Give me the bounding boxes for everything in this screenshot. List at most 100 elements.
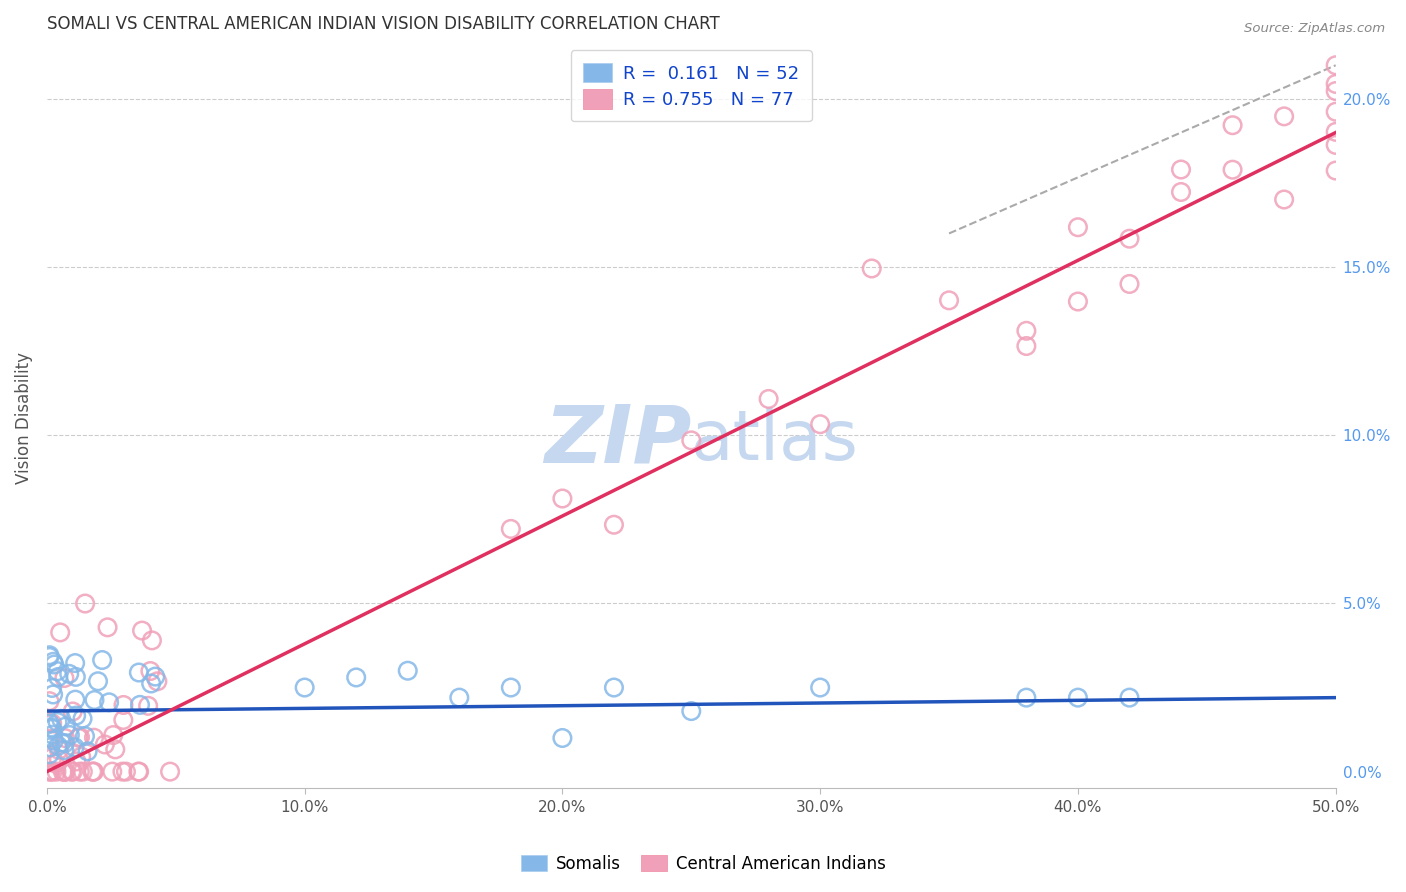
Point <box>129 698 152 712</box>
Point <box>139 664 162 678</box>
Point <box>1118 277 1140 291</box>
Point <box>39 764 62 779</box>
Point <box>143 670 166 684</box>
Point <box>681 704 703 718</box>
Point <box>141 676 163 690</box>
Point <box>141 633 163 648</box>
Point <box>603 517 626 532</box>
Point <box>808 417 831 432</box>
Point <box>63 740 86 755</box>
Point <box>44 756 66 771</box>
Point <box>62 705 84 719</box>
Point <box>45 764 67 779</box>
Point <box>38 648 60 663</box>
Point <box>38 715 60 730</box>
Point <box>1067 294 1090 309</box>
Point <box>551 491 574 506</box>
Point <box>75 597 97 611</box>
Point <box>53 743 76 757</box>
Point <box>65 692 87 706</box>
Point <box>62 764 84 779</box>
Point <box>91 653 114 667</box>
Point <box>48 753 70 767</box>
Point <box>83 764 105 779</box>
Point <box>1015 324 1038 338</box>
Point <box>42 655 65 669</box>
Point <box>82 764 104 779</box>
Point <box>1324 137 1347 152</box>
Point <box>1015 339 1038 353</box>
Point <box>41 722 63 736</box>
Point <box>87 674 110 689</box>
Point <box>128 764 150 779</box>
Point <box>38 716 60 731</box>
Point <box>115 764 138 779</box>
Point <box>101 764 124 779</box>
Point <box>49 712 72 726</box>
Point <box>97 620 120 634</box>
Point <box>1324 58 1347 72</box>
Point <box>104 742 127 756</box>
Point <box>1324 163 1347 178</box>
Point <box>39 764 62 779</box>
Point <box>65 670 87 684</box>
Point <box>52 764 75 779</box>
Point <box>38 650 60 665</box>
Point <box>72 764 94 779</box>
Point <box>938 293 960 308</box>
Point <box>146 674 169 689</box>
Text: Source: ZipAtlas.com: Source: ZipAtlas.com <box>1244 22 1385 36</box>
Point <box>72 712 94 726</box>
Point <box>98 695 121 709</box>
Point <box>46 739 69 753</box>
Point <box>294 681 316 695</box>
Point <box>1222 162 1244 177</box>
Point <box>38 731 60 746</box>
Point <box>1324 104 1347 119</box>
Point <box>51 735 73 749</box>
Point <box>53 764 76 779</box>
Legend: R =  0.161   N = 52, R = 0.755   N = 77: R = 0.161 N = 52, R = 0.755 N = 77 <box>571 50 811 121</box>
Point <box>1324 125 1347 139</box>
Point <box>94 738 117 752</box>
Point <box>112 698 135 712</box>
Point <box>65 755 87 769</box>
Point <box>1272 109 1295 123</box>
Point <box>44 657 66 672</box>
Point <box>1170 162 1192 177</box>
Point <box>603 681 626 695</box>
Point <box>344 670 367 684</box>
Point <box>73 729 96 743</box>
Point <box>63 656 86 670</box>
Point <box>131 624 153 638</box>
Point <box>42 733 65 747</box>
Point <box>499 522 522 536</box>
Point <box>67 731 90 745</box>
Point <box>59 728 82 742</box>
Point <box>83 731 105 745</box>
Point <box>42 688 65 702</box>
Point <box>1067 220 1090 235</box>
Point <box>758 392 780 406</box>
Point <box>48 743 70 757</box>
Point <box>1324 77 1347 91</box>
Point <box>53 764 76 779</box>
Point <box>112 713 135 727</box>
Text: atlas: atlas <box>692 407 859 475</box>
Point <box>396 664 419 678</box>
Point <box>55 764 77 779</box>
Point <box>41 681 63 695</box>
Point <box>1222 118 1244 132</box>
Point <box>127 764 149 779</box>
Point <box>159 764 181 779</box>
Point <box>82 764 104 779</box>
Point <box>69 730 91 744</box>
Point <box>46 714 69 729</box>
Point <box>1118 690 1140 705</box>
Point <box>53 671 76 685</box>
Point <box>449 690 471 705</box>
Point <box>42 764 65 779</box>
Point <box>1272 193 1295 207</box>
Point <box>39 740 62 755</box>
Point <box>1015 690 1038 705</box>
